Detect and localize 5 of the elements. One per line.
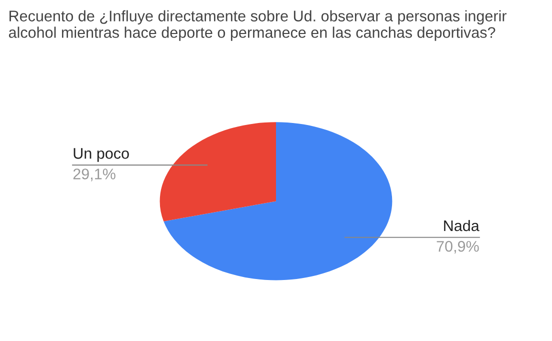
slice-label: Un poco (74, 148, 129, 162)
slice-label: Nada (444, 220, 480, 232)
data-label: 70,9% (436, 240, 479, 254)
data-label: 29,1% (73, 168, 116, 182)
chart-title: Recuento de ¿Influye directamente sobre Ud. observar a personas ingerir alcohol mientras hace deporte o permanece en las canchas deportivas? (8, 10, 507, 41)
